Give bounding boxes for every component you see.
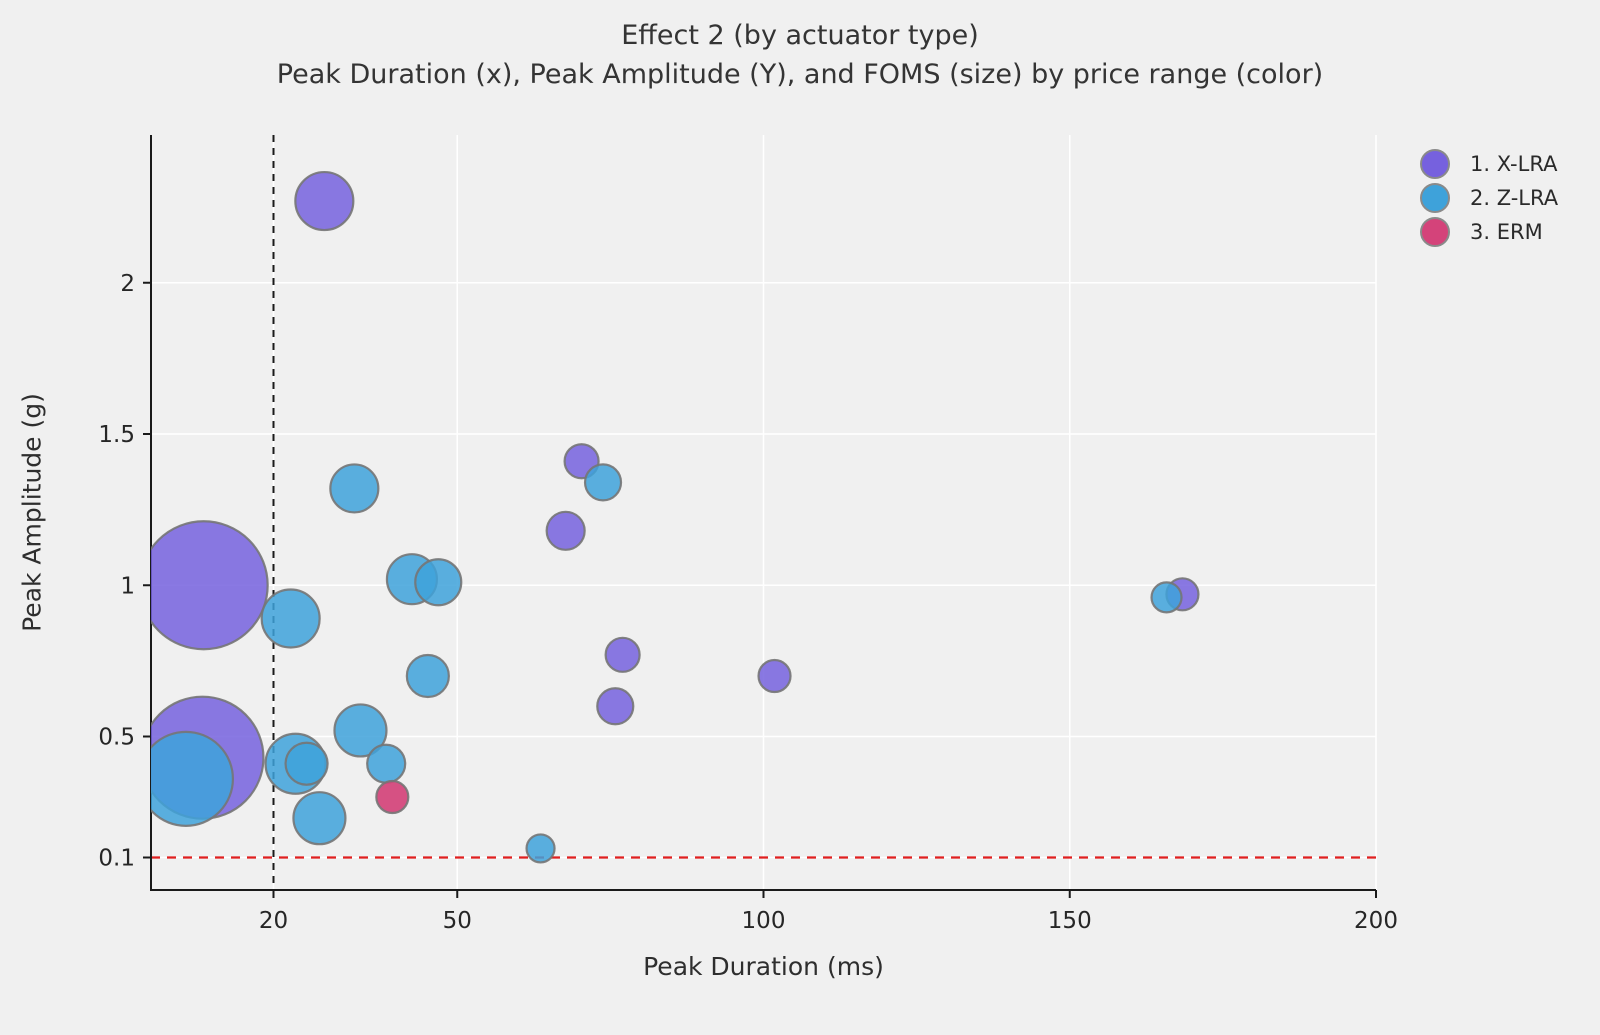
- bubble-xlra: [151, 520, 269, 651]
- y-tick-label: 0.5: [98, 725, 135, 751]
- y-tick-label: 1.5: [98, 422, 135, 448]
- y-tick-label: 0.1: [98, 846, 135, 872]
- legend-item-label: 1. X-LRA: [1470, 152, 1558, 176]
- x-tick-label: 50: [443, 908, 472, 934]
- x-tick-label: 200: [1354, 908, 1398, 934]
- bubble-zlra: [329, 463, 380, 514]
- bubble-zlra: [405, 653, 450, 699]
- legend-item-label: 3. ERM: [1470, 220, 1543, 244]
- bubble-xlra: [604, 636, 641, 673]
- bubble-xlra: [294, 170, 355, 232]
- bubble-zlra: [414, 558, 463, 607]
- legend-item-label: 2. Z-LRA: [1470, 186, 1559, 210]
- x-tick-label: 20: [259, 908, 288, 934]
- bubble-zlra: [333, 703, 388, 758]
- x-tick-label: 150: [1048, 908, 1092, 934]
- bubble-xlra: [757, 658, 792, 694]
- bubble-zlra: [1150, 581, 1183, 614]
- bubble-zlra: [525, 833, 556, 864]
- legend-marker-icon: [1420, 217, 1450, 247]
- x-tick-label: 100: [742, 908, 786, 934]
- y-axis-label: Peak Amplitude (g): [17, 393, 47, 632]
- bubble-erm: [375, 779, 410, 815]
- bubble-zlra: [151, 730, 234, 827]
- tick-layer: 20 50 100 150 200 0.1 0.5 1 1.5 2: [98, 271, 1398, 934]
- bubble-zlra: [583, 463, 623, 502]
- bubble-xlra: [596, 687, 635, 726]
- bubble-zlra: [292, 791, 347, 846]
- bubble-zlra: [284, 741, 329, 786]
- bubble-zlra: [260, 588, 321, 649]
- legend-item: 3. ERM: [1420, 217, 1558, 247]
- legend-item: 2. Z-LRA: [1420, 183, 1558, 213]
- legend-item: 1. X-LRA: [1420, 149, 1558, 179]
- chart-subtitle: Peak Duration (x), Peak Amplitude (Y), a…: [276, 59, 1324, 90]
- bubble-xlra: [545, 510, 586, 551]
- grid-layer: [151, 135, 1377, 890]
- legend-marker-icon: [1420, 149, 1450, 179]
- chart-title-block: Effect 2 (by actuator type) Peak Duratio…: [0, 16, 1600, 94]
- chart-title: Effect 2 (by actuator type): [621, 20, 979, 51]
- legend: 1. X-LRA 2. Z-LRA 3. ERM: [1420, 149, 1558, 251]
- bubble-layer: [151, 170, 1200, 864]
- x-axis-label: Peak Duration (ms): [643, 952, 884, 981]
- y-tick-label: 2: [120, 271, 135, 297]
- legend-marker-icon: [1420, 183, 1450, 213]
- y-tick-label: 1: [120, 573, 135, 599]
- bubble-zlra: [366, 743, 407, 784]
